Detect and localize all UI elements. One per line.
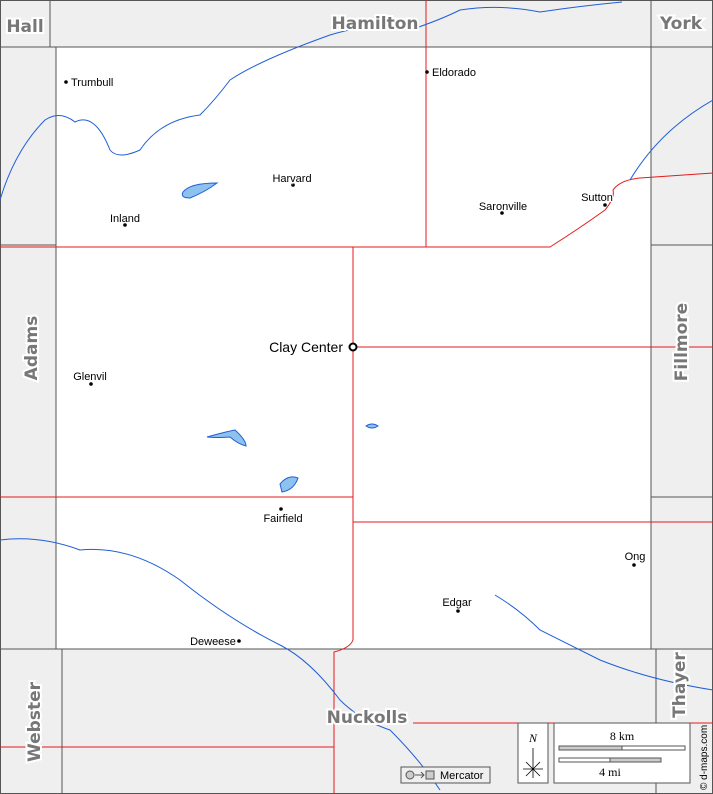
projection-label: Mercator	[440, 770, 484, 782]
town-dot	[291, 183, 295, 187]
town-label: Ong	[625, 551, 646, 563]
county-label: Adams	[22, 316, 42, 381]
town-dot	[64, 80, 68, 84]
town-dot	[632, 563, 636, 567]
county-label: Webster	[25, 681, 45, 762]
neighbor-labels: Hall Hamilton York Adams Fillmore Webste…	[4, 12, 704, 764]
town-dot	[456, 609, 460, 613]
scale-bar: 8 km 4 mi	[553, 722, 691, 784]
town-label: Fairfield	[263, 513, 302, 525]
projection-icon	[405, 770, 415, 780]
town-dot	[89, 382, 93, 386]
town-label: Deweese	[190, 636, 236, 648]
county-label: York	[659, 14, 703, 34]
town-dot	[279, 507, 283, 511]
town-label: Sutton	[581, 192, 613, 204]
scale-mi-bar	[609, 757, 662, 763]
county-label: Hall	[6, 17, 43, 37]
town-label: Saronville	[479, 201, 527, 213]
county-seat-label: Clay Center	[269, 339, 343, 355]
town-dot	[500, 211, 504, 215]
compass-letter: N	[528, 731, 538, 745]
town-dot	[425, 70, 429, 74]
town-label: Glenvil	[73, 371, 107, 383]
credit: © d-maps.com	[699, 725, 710, 790]
projection-box	[400, 766, 491, 784]
town-dot	[603, 203, 607, 207]
town-label: Inland	[110, 213, 140, 225]
compass: N	[517, 722, 549, 784]
county-seat-marker	[348, 342, 358, 352]
county-label: Fillmore	[672, 303, 692, 381]
towns: Clay Center Trumbull Eldorado Harvard In…	[64, 66, 646, 649]
lakes	[181, 182, 379, 493]
projection-icon	[415, 771, 425, 779]
county-label: Thayer	[670, 652, 690, 718]
county-label: Nuckolls	[327, 708, 408, 728]
scale-km: 8 km	[610, 729, 635, 743]
projection: Mercator	[400, 766, 491, 784]
scale-mi: 4 mi	[599, 765, 621, 779]
compass-rose	[523, 748, 543, 778]
town-label: Edgar	[442, 597, 472, 609]
town-label: Trumbull	[71, 77, 113, 89]
town-label: Harvard	[272, 173, 311, 185]
town-dot	[237, 639, 241, 643]
county-label: Hamilton	[332, 14, 419, 34]
town-label: Eldorado	[432, 67, 476, 79]
projection-icon	[425, 770, 435, 780]
town-dot	[123, 223, 127, 227]
scale-box	[553, 722, 691, 784]
scale-km-bar	[558, 745, 623, 751]
